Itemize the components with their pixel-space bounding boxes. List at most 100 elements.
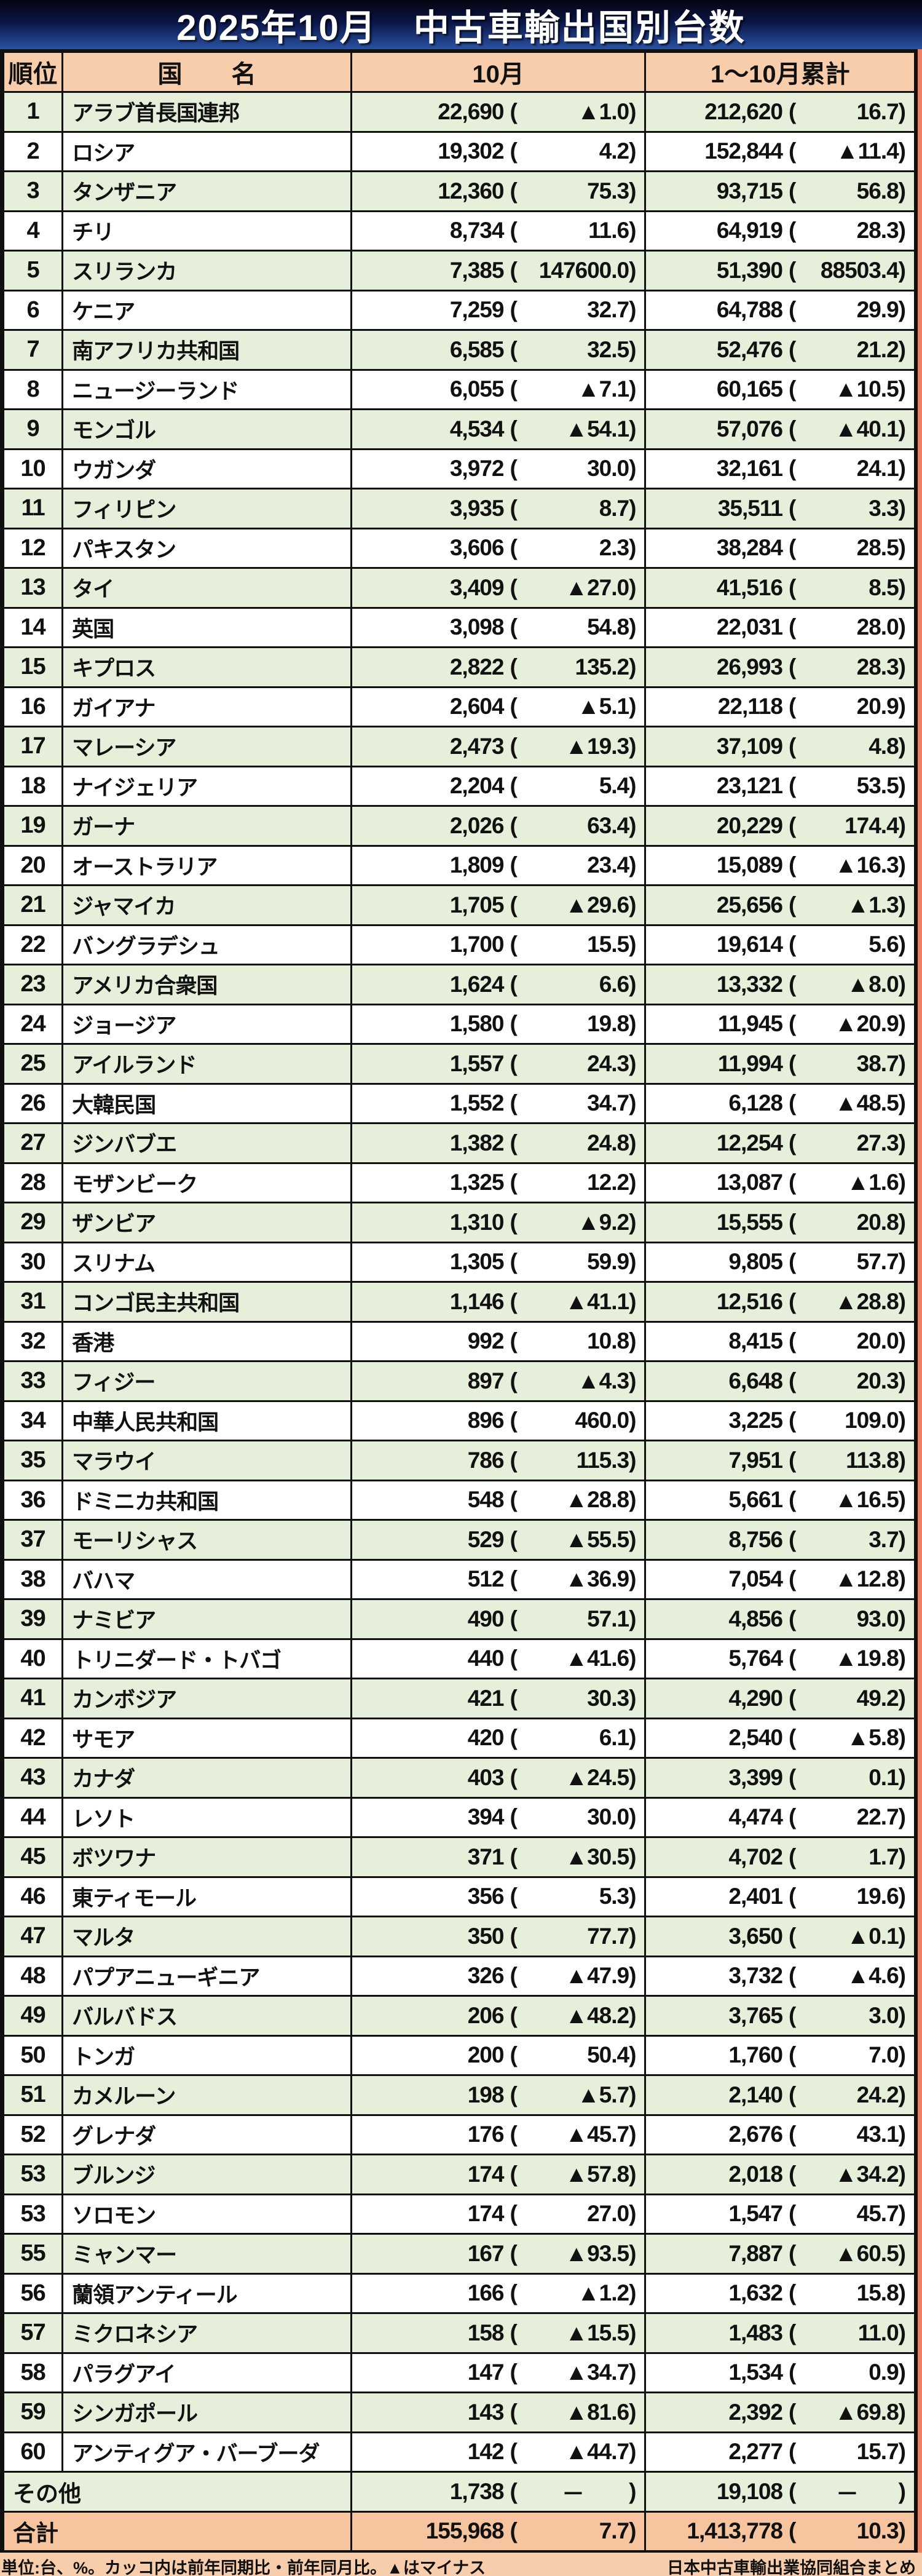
close-paren: ) [898,2439,906,2465]
october-value: 200 [467,2042,505,2068]
october-value-wrap: 3,409 ( ▲27.0 ) [353,575,644,601]
cumulative-value-wrap: 6,648 ( 20.3 ) [647,1368,914,1394]
cumulative-value-wrap: 1,632 ( 15.8 ) [647,2280,914,2306]
open-paren: ( [789,2042,796,2068]
cumulative-value: 1,413,778 [687,2518,783,2544]
open-paren: ( [789,416,796,442]
cumulative-value-wrap: 3,225 ( 109.0 ) [647,1408,914,1433]
cumulative-cell: 13,087 ( ▲1.6 ) [644,1162,917,1203]
cumulative-percent: ▲12.8 [835,1566,899,1592]
october-percent-group: ( ▲15.5 ) [510,2320,636,2346]
cumulative-value: 4,290 [728,1685,783,1711]
table-row: 45 ボツワナ 371 ( ▲30.5 ) 4,702 ( 1.7 [1,1836,917,1878]
open-paren: ( [510,614,517,640]
october-value-wrap: 206 ( ▲48.2 ) [353,2003,644,2029]
close-paren: ) [898,1646,906,1671]
open-paren: ( [789,2478,796,2504]
cumulative-percent-group: ( 45.7 ) [789,2201,906,2227]
cumulative-cell: 2,401 ( 19.6 ) [644,1876,917,1917]
october-percent: ▲34.7 [565,2360,629,2385]
rank-cell: 10 [1,448,64,489]
close-paren: ) [629,98,636,124]
table-row: 15 キプロス 2,822 ( 135.2 ) 26,993 ( [1,646,917,688]
cumulative-percent: 28.5 [856,535,899,561]
october-value: 897 [467,1368,505,1393]
cumulative-value: 15,089 [716,852,783,878]
october-cell: 167 ( ▲93.5 ) [350,2233,647,2275]
table-row: 49 バルバドス 206 ( ▲48.2 ) 3,765 ( 3. [1,1995,917,2037]
country-cell: トリニダード・トバゴ [61,1638,352,1679]
open-paren: ( [510,1646,517,1671]
october-cell: 4,534 ( ▲54.1 ) [350,408,647,450]
october-value-wrap: 1,325 ( 12.2 ) [353,1170,644,1195]
rank-cell: 26 [1,1082,64,1124]
october-value: 2,204 [449,773,505,799]
close-paren: ) [898,1566,906,1592]
october-value: 1,705 [449,892,505,917]
rank-cell: 41 [1,1678,64,1719]
cumulative-value: 1,534 [728,2360,783,2385]
cumulative-value-wrap: 7,887 ( ▲60.5 ) [647,2241,914,2267]
october-value: 3,972 [449,456,505,482]
cumulative-percent-group: ( 3.0 ) [789,2003,906,2029]
table-row: 7 南アフリカ共和国 6,585 ( 32.5 ) 52,476 ( [1,329,917,371]
cumulative-cell: 19,614 ( 5.6 ) [644,924,917,965]
cumulative-value: 22,118 [717,694,783,719]
close-paren: ) [629,1963,636,1989]
table-row: 22 バングラデシュ 1,700 ( 15.5 ) 19,614 ( [1,924,917,965]
october-percent-group: ( ▲41.1 ) [510,1289,636,1315]
cumulative-percent: ▲10.5 [835,376,899,402]
october-percent-group: ( ▲24.5 ) [510,1765,636,1791]
cumulative-percent: 27.3 [856,1130,899,1155]
october-value-wrap: 350 ( 77.7 ) [353,1924,644,1949]
open-paren: ( [789,892,796,917]
october-percent-group: ( ▲30.5 ) [510,1844,636,1870]
october-cell: 1,624 ( 6.6 ) [350,964,647,1005]
open-paren: ( [789,1170,796,1195]
october-percent: ▲30.5 [565,1844,629,1869]
october-percent: 32.5 [587,336,629,362]
country-cell: マラウイ [61,1440,352,1481]
cumulative-value: 212,620 [704,98,783,124]
cumulative-cell: 4,856 ( 93.0 ) [644,1598,917,1640]
open-paren: ( [510,971,517,997]
cumulative-value: 2,676 [728,2122,783,2147]
close-paren: ) [629,178,636,204]
october-percent-group: ( ▲41.6 ) [510,1646,636,1671]
open-paren: ( [789,1566,796,1592]
cumulative-value-wrap: 23,121 ( 53.5 ) [647,773,914,799]
table-row: 47 マルタ 350 ( 77.7 ) 3,650 ( ▲0.1 [1,1916,917,1957]
october-value-wrap: 6,585 ( 32.5 ) [353,336,644,363]
title-band: 2025年10月 中古車輸出国別台数 [0,0,922,49]
october-value-wrap: 19,302 ( 4.2 ) [353,138,644,164]
cumulative-value-wrap: 5,764 ( ▲19.8 ) [647,1646,914,1671]
table-row: 39 ナミビア 490 ( 57.1 ) 4,856 ( 93.0 [1,1598,917,1640]
open-paren: ( [510,1011,517,1037]
cumulative-value-wrap: 3,732 ( ▲4.6 ) [647,1963,914,1989]
cumulative-value: 19,108 [716,2478,783,2504]
cumulative-value: 20,229 [716,812,783,838]
october-value: 490 [467,1606,505,1631]
cumulative-cell: 4,702 ( 1.7 ) [644,1836,917,1878]
october-value-wrap: 2,604 ( ▲5.1 ) [353,694,644,719]
october-cell: 7,259 ( 32.7 ) [350,289,647,331]
cumulative-cell: 38,284 ( 28.5 ) [644,527,917,569]
cumulative-value: 38,284 [716,535,783,561]
country-cell: タンザニア [61,170,352,212]
cumulative-value-wrap: 25,656 ( ▲1.3 ) [647,892,914,918]
table-row: 1 アラブ首長国連邦 22,690 ( ▲1.0 ) 212,620 ( [1,91,917,133]
open-paren: ( [789,2122,796,2147]
table-row: 42 サモア 420 ( 6.1 ) 2,540 ( ▲5.8 [1,1717,917,1759]
open-paren: ( [789,1884,796,1909]
october-percent: 115.3 [576,1447,630,1473]
open-paren: ( [789,1011,796,1037]
october-percent-group: ( ▲1.2 ) [510,2280,636,2306]
cumulative-cell: 1,413,778 ( 10.3 ) [644,2510,917,2553]
october-percent-group: ( ▲55.5 ) [510,1527,636,1553]
cumulative-percent-group: ( 24.1 ) [789,456,906,482]
october-percent-group: ( ▲29.6 ) [510,892,636,918]
october-cell: 1,382 ( 24.8 ) [350,1122,647,1164]
close-paren: ) [898,1884,906,1909]
october-value: 356 [467,1884,505,1909]
october-value-wrap: 1,146 ( ▲41.1 ) [353,1289,644,1315]
